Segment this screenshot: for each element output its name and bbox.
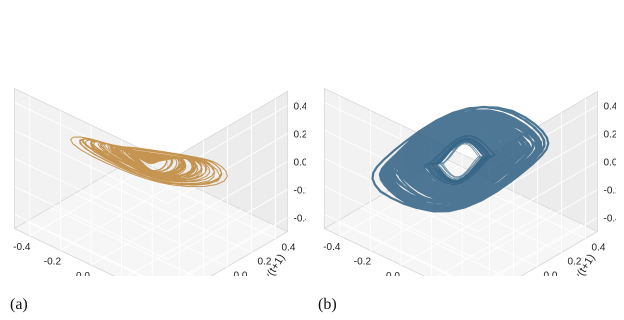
chart-a-z-tick-label: -0.4 (294, 214, 307, 225)
chart-a-x-tick-label: -0.4 (13, 242, 31, 253)
chart-panel-a: -0.4-0.20.00.20.4-0.4-0.20.00.20.4-0.4-0… (6, 0, 306, 276)
chart-a-svg: -0.4-0.20.00.20.4-0.4-0.20.00.20.4-0.4-0… (13, 87, 307, 277)
chart-b-y-tick-label: 0.0 (544, 271, 558, 277)
chart-a-z-tick-label: 0.0 (294, 158, 307, 169)
caption-a: (a) (10, 296, 28, 313)
chart-a-y-tick-label: 0.4 (282, 243, 296, 254)
chart-b-x-tick-label: -0.2 (354, 256, 372, 267)
chart-a-z-tick-label: 0.2 (294, 130, 307, 141)
chart-b-y-tick-label: 0.4 (592, 243, 606, 254)
chart-a-y-tick-label: 0.0 (234, 271, 248, 277)
chart-b-z-tick-label: 0.2 (604, 130, 617, 141)
chart-a-x-tick-label: -0.2 (44, 256, 62, 267)
chart-b-z-tick-label: -0.4 (604, 214, 617, 225)
chart-a-z-tick-label: 0.4 (294, 102, 307, 113)
chart-a-trajectory (70, 136, 228, 188)
chart-a-z-tick-label: -0.2 (294, 186, 307, 197)
chart-b-z-tick-label: -0.2 (604, 186, 617, 197)
chart-b-z-tick-label: 0.0 (604, 158, 617, 169)
chart-b-svg: -0.4-0.20.00.20.4-0.4-0.20.00.20.4-0.4-0… (323, 87, 617, 277)
chart-b-z-tick-label: 0.4 (604, 102, 617, 113)
chart-b-trajectory (371, 105, 550, 213)
chart-b-x-tick-label: 0.0 (386, 271, 400, 276)
chart-b-y-tick-label: 0.2 (568, 257, 582, 268)
chart-b-x-tick-label: -0.4 (323, 242, 341, 253)
caption-b: (b) (318, 296, 337, 313)
chart-panel-b: -0.4-0.20.00.20.4-0.4-0.20.00.20.4-0.4-0… (316, 0, 616, 276)
chart-a-x-tick-label: 0.0 (76, 271, 90, 276)
chart-a-y-tick-label: 0.2 (258, 257, 272, 268)
chart-b-inner-loops (423, 134, 496, 186)
